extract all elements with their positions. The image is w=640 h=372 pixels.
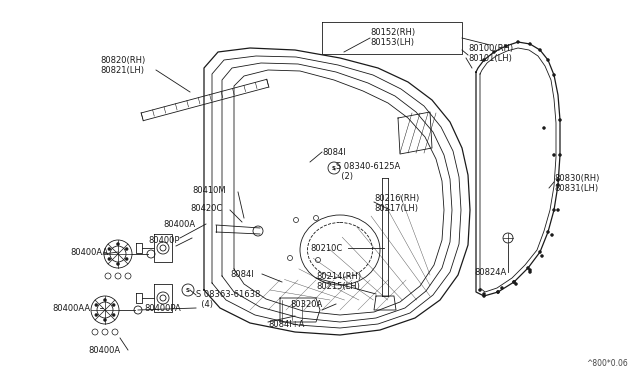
Circle shape bbox=[547, 231, 550, 234]
Circle shape bbox=[479, 289, 481, 292]
Text: 80830(RH)
80831(LH): 80830(RH) 80831(LH) bbox=[554, 174, 600, 193]
Circle shape bbox=[552, 208, 556, 212]
Circle shape bbox=[125, 257, 128, 260]
Circle shape bbox=[559, 119, 561, 122]
Circle shape bbox=[557, 179, 559, 182]
Text: S: S bbox=[332, 166, 336, 170]
Circle shape bbox=[108, 247, 111, 250]
Text: 80400A: 80400A bbox=[163, 220, 195, 229]
Text: 80400A: 80400A bbox=[88, 346, 120, 355]
Text: 80214(RH)
80215(LH): 80214(RH) 80215(LH) bbox=[316, 272, 361, 291]
Text: 80420C: 80420C bbox=[190, 204, 222, 213]
Circle shape bbox=[108, 257, 111, 260]
Circle shape bbox=[95, 304, 98, 307]
Circle shape bbox=[516, 41, 520, 44]
Circle shape bbox=[550, 234, 554, 237]
Text: 80400PA: 80400PA bbox=[144, 304, 180, 313]
Text: 80824A: 80824A bbox=[474, 268, 506, 277]
Circle shape bbox=[557, 183, 559, 186]
Circle shape bbox=[552, 154, 556, 157]
Circle shape bbox=[500, 286, 504, 289]
Circle shape bbox=[515, 282, 518, 285]
Circle shape bbox=[104, 318, 106, 321]
Circle shape bbox=[529, 42, 531, 45]
Circle shape bbox=[116, 243, 120, 246]
Circle shape bbox=[541, 254, 543, 257]
Circle shape bbox=[559, 154, 561, 157]
Circle shape bbox=[497, 291, 499, 294]
Circle shape bbox=[527, 266, 529, 269]
Text: ^800*0.06: ^800*0.06 bbox=[586, 359, 628, 368]
Circle shape bbox=[529, 270, 531, 273]
Circle shape bbox=[116, 263, 120, 266]
Circle shape bbox=[112, 304, 115, 307]
Text: S 08363-61638
  (4): S 08363-61638 (4) bbox=[196, 290, 260, 310]
Circle shape bbox=[112, 314, 115, 317]
Circle shape bbox=[538, 250, 541, 253]
Circle shape bbox=[513, 280, 515, 283]
Circle shape bbox=[483, 295, 486, 298]
Circle shape bbox=[125, 247, 128, 250]
Text: 80400P: 80400P bbox=[148, 236, 179, 245]
Text: S 08340-6125A
  (2): S 08340-6125A (2) bbox=[336, 162, 400, 182]
Circle shape bbox=[543, 126, 545, 129]
Text: 80320A: 80320A bbox=[290, 300, 323, 309]
Text: 80210C: 80210C bbox=[310, 244, 342, 253]
Circle shape bbox=[104, 298, 106, 301]
Text: 8084I: 8084I bbox=[322, 148, 346, 157]
Text: 80152(RH)
80153(LH): 80152(RH) 80153(LH) bbox=[370, 28, 415, 47]
Text: 80400AA: 80400AA bbox=[70, 248, 108, 257]
Circle shape bbox=[95, 314, 98, 317]
Circle shape bbox=[547, 58, 550, 61]
Circle shape bbox=[493, 51, 495, 54]
Text: 80100(RH)
80101(LH): 80100(RH) 80101(LH) bbox=[468, 44, 513, 63]
Text: 80410M: 80410M bbox=[192, 186, 226, 195]
Text: S: S bbox=[186, 288, 190, 292]
Circle shape bbox=[538, 48, 541, 51]
Text: 80400AA: 80400AA bbox=[52, 304, 90, 313]
Circle shape bbox=[483, 292, 486, 295]
Text: 80820(RH)
80821(LH): 80820(RH) 80821(LH) bbox=[100, 56, 145, 76]
Circle shape bbox=[497, 291, 499, 294]
Circle shape bbox=[529, 269, 531, 272]
Circle shape bbox=[483, 58, 486, 61]
Circle shape bbox=[504, 45, 508, 48]
Circle shape bbox=[557, 208, 559, 212]
Text: 80216(RH)
80217(LH): 80216(RH) 80217(LH) bbox=[374, 194, 419, 214]
Text: 8084I+A: 8084I+A bbox=[268, 320, 305, 329]
Circle shape bbox=[552, 74, 556, 77]
Text: 8084I: 8084I bbox=[230, 270, 253, 279]
Circle shape bbox=[513, 280, 515, 283]
